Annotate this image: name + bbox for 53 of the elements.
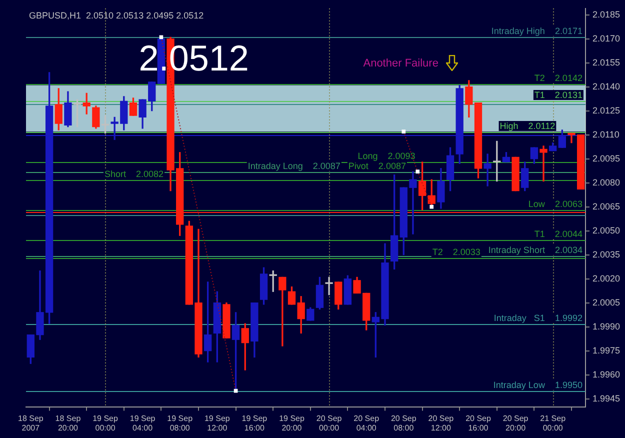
x-tick-label: 19 Sep 12:00 [204,414,230,432]
x-tick-label: 20 Sep 00:00 [316,414,342,432]
x-tick-label: 18 Sep 2007 [18,414,44,432]
x-tick-label: 19 Sep 16:00 [242,414,268,432]
y-tick-label: 1.9945 [592,393,620,404]
x-tick-label: 19 Sep 04:00 [130,414,156,432]
y-tick-label: 1.9960 [592,369,620,380]
x-tick-label: 20 Sep 08:00 [390,414,417,432]
x-tick-label: 19 Sep 08:00 [167,414,194,432]
ref-line-label: T2 2.0142 [534,72,582,83]
y-tick-label: 2.0110 [592,129,620,140]
ref-line-label: T1 2.0131 [534,90,582,100]
ref-line-label: Intraday High 2.0171 [491,26,582,36]
ref-line-label: Intraday Low 1.9950 [493,380,582,390]
y-tick-label: 2.0140 [592,81,620,92]
ref-line-label: Intraday Short 2.0034 [488,244,582,255]
y-tick-label: 2.0080 [592,177,620,188]
y-tick-label: 2.0170 [592,33,620,44]
x-tick-label: 20 Sep 16:00 [466,414,492,432]
y-tick-label: 2.0065 [592,201,620,212]
annotation: Another Failure [363,57,438,70]
ref-line-label: High 2.0112 [500,120,556,131]
point [430,204,434,209]
y-tick-label: 2.0020 [592,273,620,284]
y-tick-label: 2.0005 [592,297,620,308]
ref-line-label: T2 2.0033 [432,246,480,257]
ref-line-label: Pivot 2.0087 [348,160,406,171]
x-tick-label: 19 Sep 20:00 [279,414,305,432]
y-tick-label: 2.0155 [592,57,620,68]
chart-title: GBPUSD,H1 2.0510 2.0513 2.0495 2.0512 [29,10,204,20]
ref-line-label: T1 2.0044 [534,228,582,239]
y-tick-label: 2.0095 [592,153,620,164]
ref-line-label: Low 2.0063 [528,198,582,209]
ref-line-label: Intraday S1 1.9992 [494,312,582,323]
x-tick-label: 19 Sep 00:00 [92,414,118,432]
candlestick [493,140,501,182]
x-tick-label: 21 Sep 00:00 [540,414,566,432]
x-tick-label: 20 Sep 20:00 [502,414,529,432]
x-tick-label: 18 Sep 20:00 [55,414,82,432]
x-tick-label: 20 Sep 04:00 [354,414,380,432]
y-tick-label: 2.0050 [592,225,620,236]
x-tick-label: 20 Sep 12:00 [428,414,454,432]
point [402,130,406,134]
y-tick-label: 1.9990 [592,321,620,332]
candlestick [512,156,520,192]
ref-line-label: Short 2.0082 [104,168,164,179]
y-tick-label: 2.0185 [592,9,620,20]
y-tick-label: 1.9975 [592,345,620,356]
ref-line-label: Long 2.0093 [358,150,416,161]
y-tick-label: 2.0125 [592,105,620,116]
point [416,170,420,174]
ref-line-label: Intraday Long 2.0087 [248,160,340,171]
y-tick-label: 2.0035 [592,249,620,260]
